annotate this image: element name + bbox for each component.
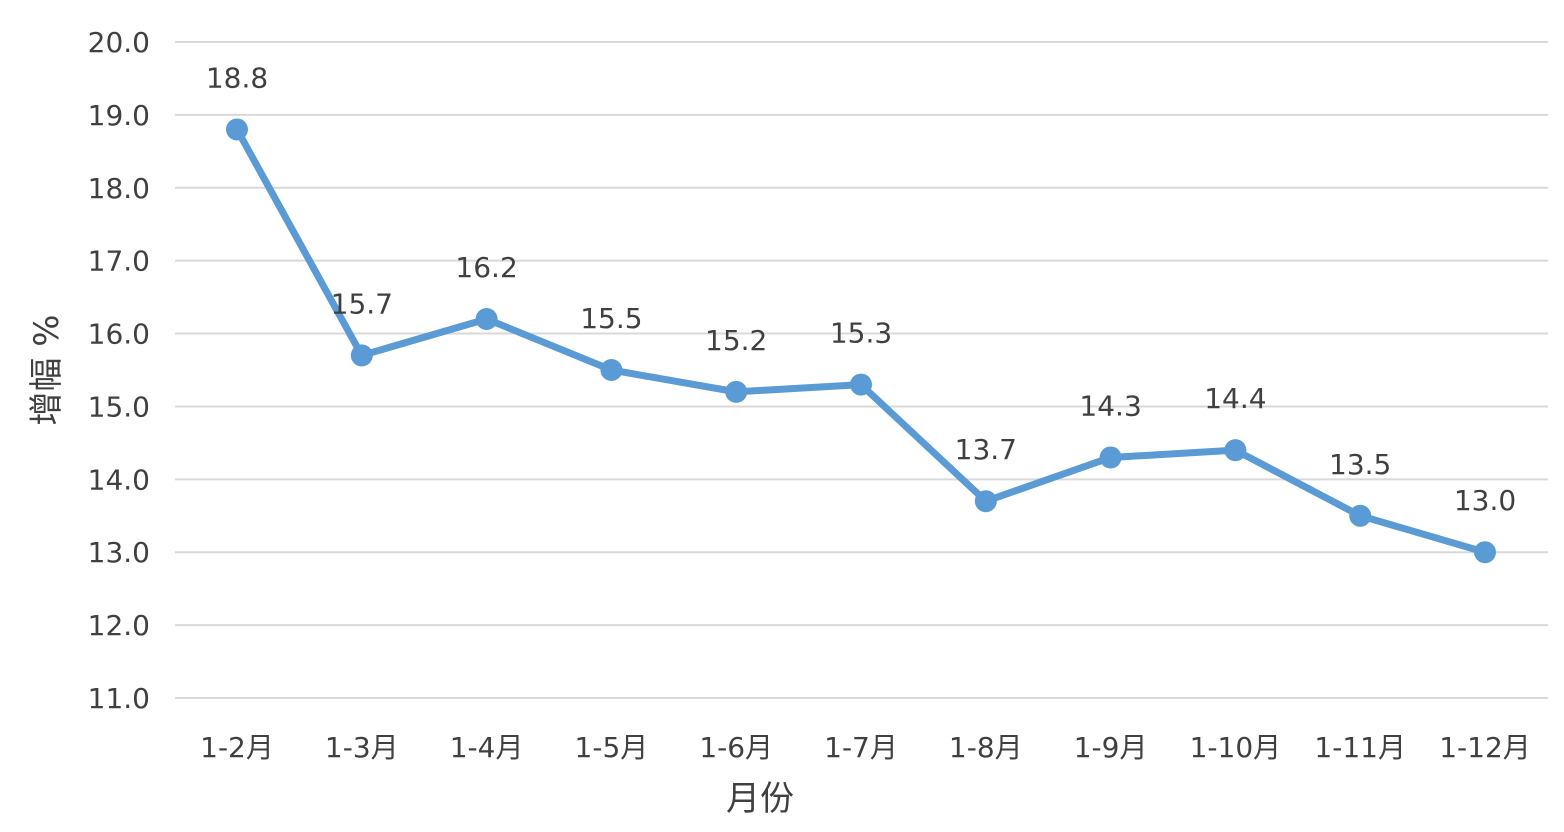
data-point: [1474, 541, 1496, 564]
x-tick-label: 1-4月: [450, 731, 524, 764]
data-point: [226, 118, 248, 141]
y-tick-label: 19.0: [88, 99, 150, 132]
data-label: 13.0: [1454, 484, 1516, 517]
data-point: [600, 359, 623, 381]
data-label: 15.5: [580, 302, 642, 335]
y-tick-label: 16.0: [88, 318, 150, 351]
x-tick-label: 1-3月: [325, 731, 399, 764]
data-point: [1224, 439, 1247, 462]
data-label: 16.2: [455, 251, 517, 284]
x-tick-label: 1-12月: [1439, 731, 1531, 764]
x-tick-label: 1-9月: [1074, 731, 1148, 764]
series-layer: [226, 118, 1496, 564]
data-label: 15.2: [705, 324, 767, 357]
y-axis-ticks: 11.0 12.0 13.0 14.0 15.0 16.0 17.0 18.0 19.0 20.0: [88, 26, 150, 715]
x-tick-label: 1-5月: [575, 731, 649, 764]
gridlines: [175, 41, 1548, 699]
data-point: [475, 307, 498, 330]
data-point: [974, 490, 997, 513]
y-tick-label: 11.0: [88, 682, 150, 715]
data-label: 13.5: [1329, 448, 1391, 481]
x-tick-label: 1-6月: [699, 731, 773, 764]
data-label: 14.4: [1204, 382, 1266, 415]
y-tick-label: 18.0: [88, 172, 150, 205]
y-tick-label: 15.0: [88, 390, 150, 423]
data-point: [350, 344, 373, 367]
data-label: 13.7: [955, 433, 1017, 466]
data-point: [725, 380, 748, 403]
x-tick-label: 1-11月: [1314, 731, 1406, 764]
y-tick-label: 14.0: [88, 463, 150, 496]
x-tick-label: 1-2月: [200, 731, 274, 764]
y-tick-label: 13.0: [88, 536, 150, 569]
x-axis-title: 月份: [726, 779, 794, 819]
data-point: [850, 373, 872, 396]
x-tick-label: 1-7月: [824, 731, 898, 764]
y-tick-label: 20.0: [88, 26, 150, 59]
data-label: 18.8: [206, 61, 268, 94]
data-labels: 18.8 15.7 16.2 15.5 15.2 15.3 13.7 14.3 14.4 13.5…: [206, 61, 1516, 517]
x-tick-label: 1-10月: [1190, 731, 1282, 764]
y-axis-title: 增幅 %: [27, 314, 67, 425]
y-tick-label: 12.0: [88, 609, 150, 642]
x-axis-ticks: 1-2月 1-3月 1-4月 1-5月 1-6月 1-7月 1-8月 1-9月 1-10月 1-1…: [200, 731, 1531, 764]
data-label: 15.3: [830, 317, 892, 350]
x-tick-label: 1-8月: [949, 731, 1023, 764]
y-tick-label: 17.0: [88, 245, 150, 278]
data-label: 15.7: [331, 287, 393, 320]
data-point: [1099, 446, 1122, 469]
data-point: [1349, 504, 1372, 527]
data-label: 14.3: [1079, 389, 1141, 422]
